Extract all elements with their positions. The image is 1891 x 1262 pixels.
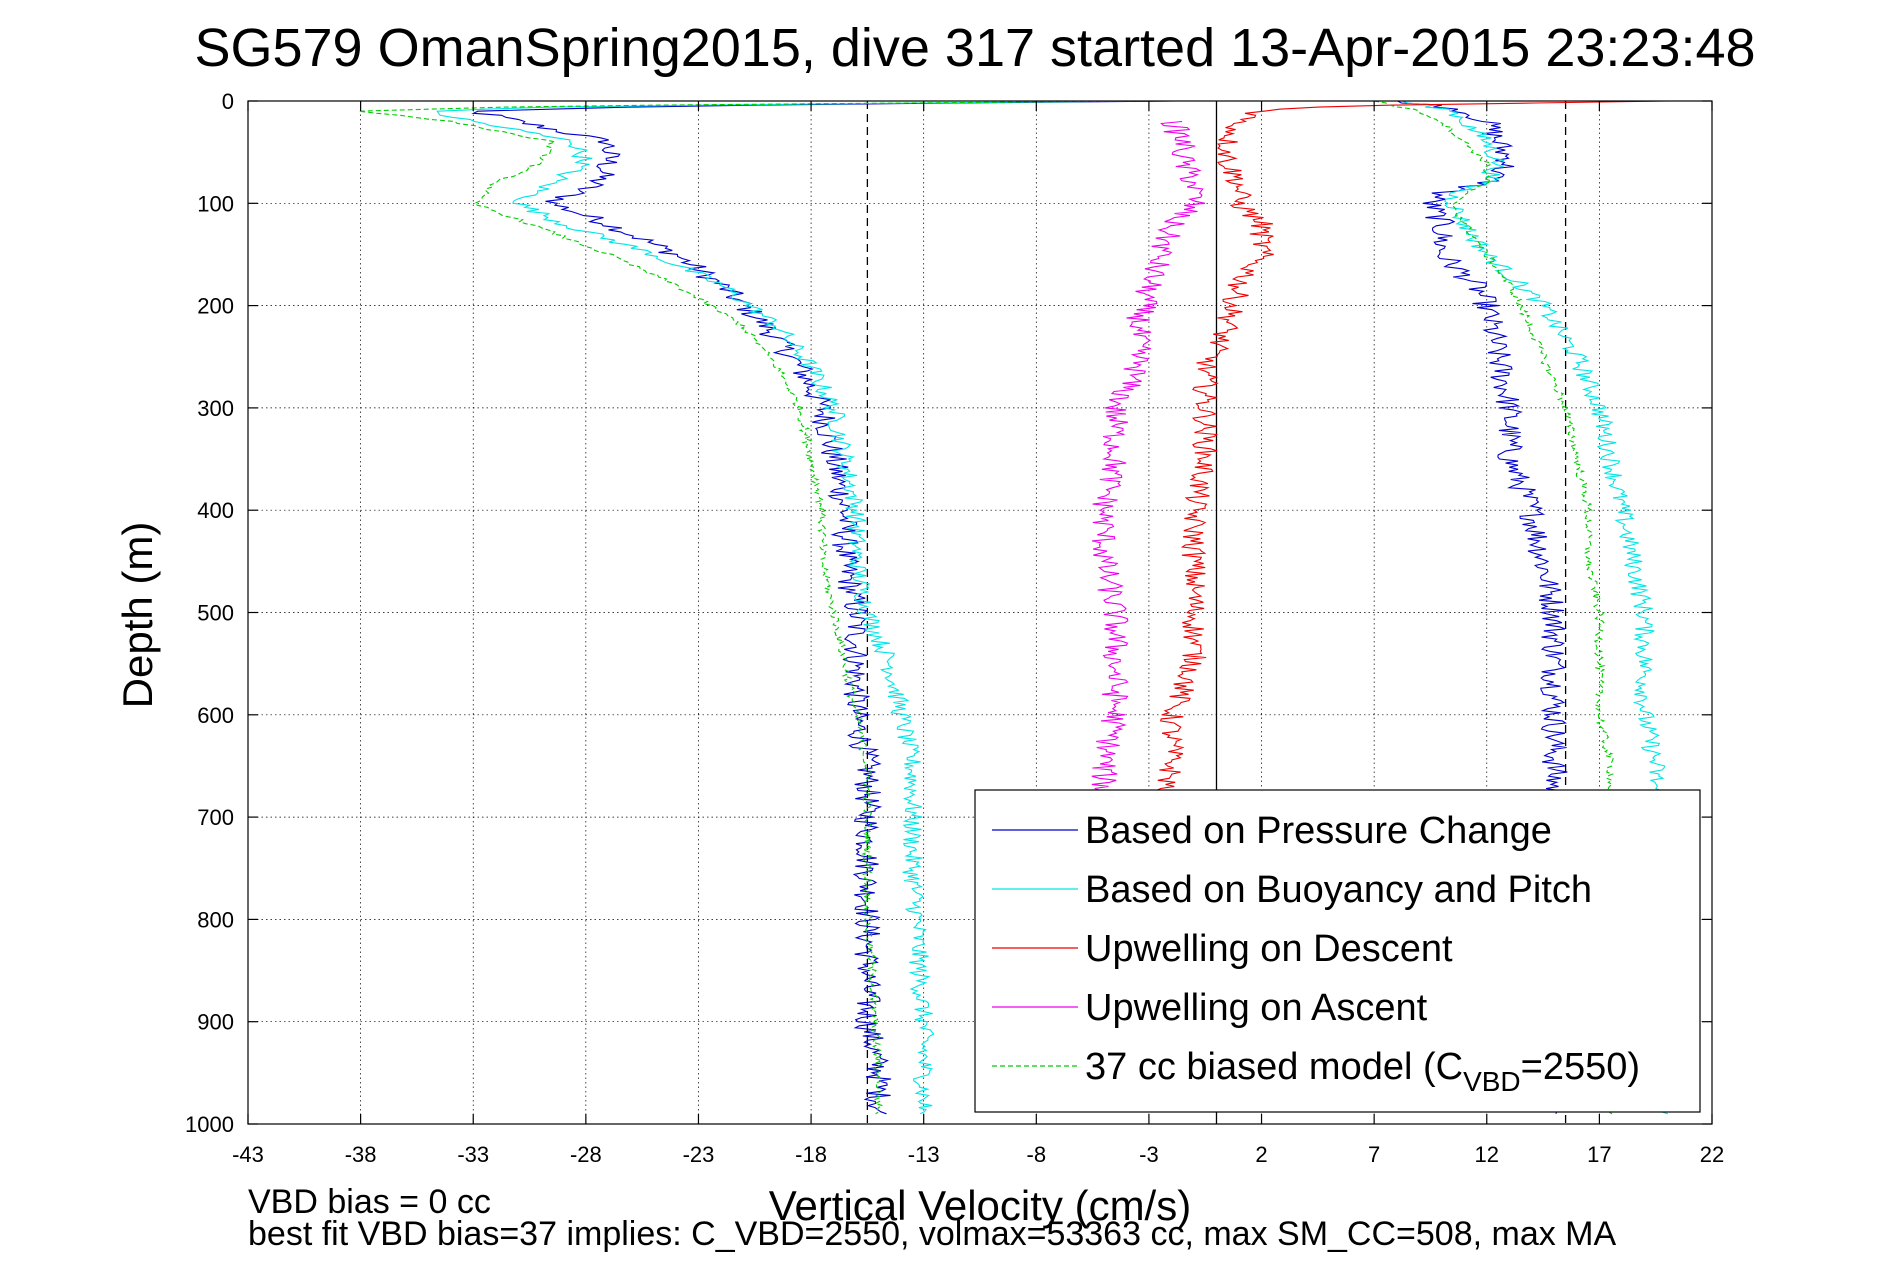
legend: Based on Pressure Change Based on Buoyanc… <box>974 789 1701 1113</box>
series-line-3-segment-0 <box>1091 120 1206 818</box>
y-tick-label: 0 <box>222 89 234 114</box>
x-axis-label: Vertical Velocity (cm/s) <box>769 1182 1191 1229</box>
x-tick-label: -28 <box>570 1142 602 1167</box>
y-tick-label: 900 <box>197 1010 234 1035</box>
x-tick-label: -33 <box>457 1142 489 1167</box>
series-line-4-segment-0 <box>358 100 1149 1115</box>
series-line-2-segment-0 <box>1150 100 1669 818</box>
legend-label-4: 37 cc biased model (CVBD=2550) <box>1085 1046 1640 1097</box>
x-tick-label: 22 <box>1700 1142 1724 1167</box>
x-tick-label: -18 <box>795 1142 827 1167</box>
x-tick-label: 17 <box>1587 1142 1611 1167</box>
legend-label-0: Based on Pressure Change <box>1085 810 1552 852</box>
footer-best-fit: best fit VBD bias=37 implies: C_VBD=2550… <box>248 1215 1617 1253</box>
y-tick-label: 100 <box>197 191 234 216</box>
y-tick-label: 500 <box>197 601 234 626</box>
series-line-1-segment-0 <box>436 100 1149 1115</box>
y-tick-label: 400 <box>197 498 234 523</box>
x-tick-label: -23 <box>683 1142 715 1167</box>
x-tick-label: -38 <box>345 1142 377 1167</box>
x-tick-label: 12 <box>1475 1142 1499 1167</box>
legend-label-3: Upwelling on Ascent <box>1085 987 1428 1029</box>
axis-ticks: -43 -38 -33 -28 -23 -18 -13 -8 -3 2 7 12 17 22 0 100 200… <box>185 89 1724 1167</box>
legend-label-1: Based on Buoyancy and Pitch <box>1085 869 1592 911</box>
x-tick-label: -13 <box>908 1142 940 1167</box>
series-line-0-segment-0 <box>471 100 1176 1115</box>
legend-label-2: Upwelling on Descent <box>1085 928 1453 970</box>
y-tick-label: 700 <box>197 805 234 830</box>
y-tick-label: 300 <box>197 396 234 421</box>
plot-area: -43 -38 -33 -28 -23 -18 -13 -8 -3 2 7 12 17 22 0 100 200… <box>185 89 1724 1167</box>
series-lines <box>358 100 1690 1115</box>
legend-box <box>974 789 1701 1113</box>
y-tick-label: 1000 <box>185 1112 234 1137</box>
x-tick-label: -8 <box>1027 1142 1047 1167</box>
x-tick-label: -3 <box>1139 1142 1159 1167</box>
footer-vbd-bias: VBD bias = 0 cc <box>248 1183 491 1221</box>
y-axis-label: Depth (m) <box>114 522 161 709</box>
y-tick-label: 200 <box>197 294 234 319</box>
x-tick-label: 7 <box>1368 1142 1380 1167</box>
y-tick-label: 600 <box>197 703 234 728</box>
chart-title: SG579 OmanSpring2015, dive 317 started 1… <box>194 18 1755 78</box>
x-tick-label: -43 <box>232 1142 264 1167</box>
x-tick-label: 2 <box>1255 1142 1267 1167</box>
y-tick-label: 800 <box>197 907 234 932</box>
